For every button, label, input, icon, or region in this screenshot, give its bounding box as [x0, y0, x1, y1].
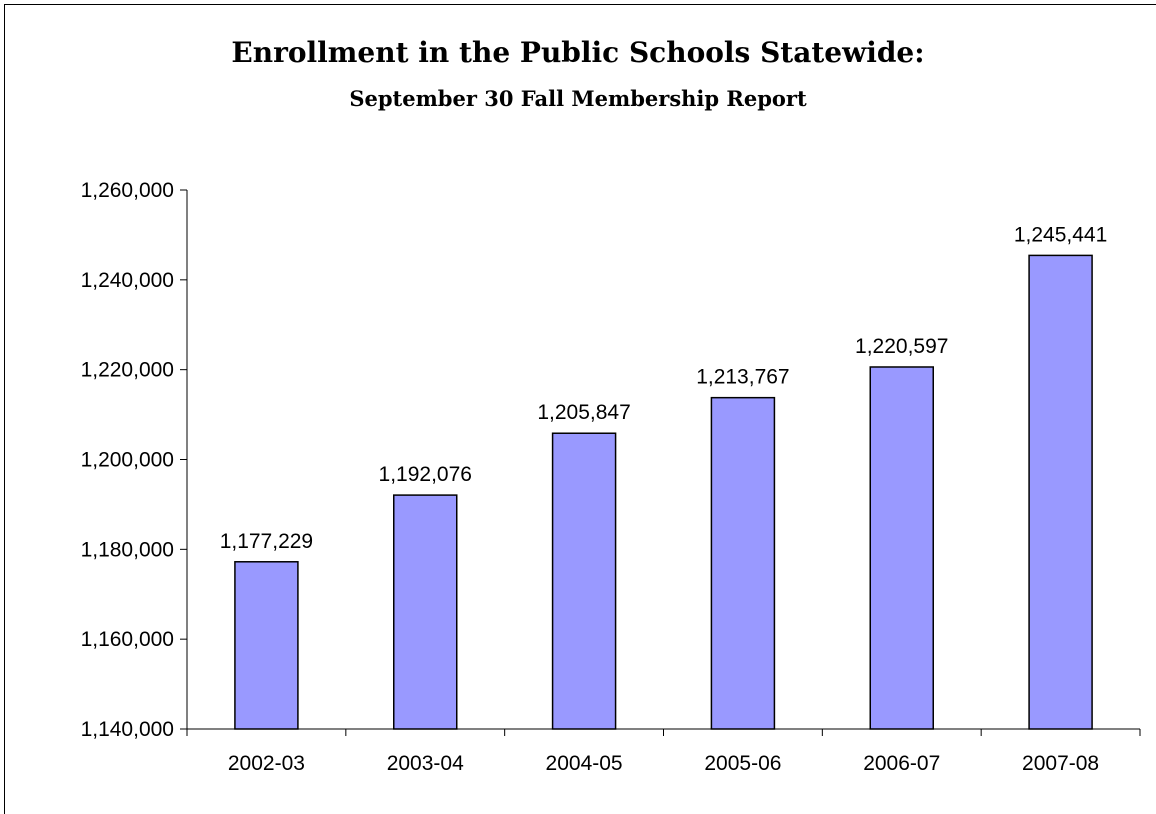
- category-labels: 2002-03 2003-04 2004-05 2005-06 2006-07 2007-…: [228, 752, 1099, 775]
- data-labels: 1,177,229 1,192,076 1,205,847 1,213,767 1,22…: [220, 223, 1108, 552]
- category-label-2004-05: 2004-05: [546, 752, 623, 775]
- category-label-2007-08: 2007-08: [1022, 752, 1099, 775]
- y-axis-ticks: 1,140,000 1,160,000 1,180,000 1,200,000 1,22…: [81, 179, 187, 741]
- y-tick-label: 1,220,000: [81, 359, 174, 382]
- category-label-2002-03: 2002-03: [228, 752, 305, 775]
- bar-2004-05: [551, 432, 617, 730]
- bar-2006-07: [869, 366, 934, 730]
- data-label-2003-04: 1,192,076: [379, 463, 472, 486]
- chart-border: [4, 4, 1156, 814]
- bar-2002-03: [234, 561, 299, 730]
- y-tick-label: 1,180,000: [81, 538, 174, 561]
- y-tick-label: 1,240,000: [81, 269, 174, 292]
- data-label-2004-05: 1,205,847: [537, 401, 630, 424]
- y-tick-label: 1,140,000: [81, 718, 174, 741]
- bar-2007-08: [1028, 254, 1093, 730]
- data-label-2002-03: 1,177,229: [220, 530, 313, 553]
- data-label-2006-07: 1,220,597: [855, 335, 948, 358]
- chart-title: Enrollment in the Public Schools Statewi…: [231, 36, 925, 69]
- category-label-2006-07: 2006-07: [863, 752, 940, 775]
- bars: [234, 254, 1093, 730]
- category-label-2005-06: 2005-06: [704, 752, 781, 775]
- bar-2003-04: [393, 494, 458, 730]
- data-label-2005-06: 1,213,767: [696, 366, 789, 389]
- bar-2005-06: [710, 396, 776, 730]
- y-tick-label: 1,160,000: [81, 628, 174, 651]
- category-label-2003-04: 2003-04: [387, 752, 464, 775]
- axes: [186, 190, 1141, 736]
- y-tick-label: 1,200,000: [81, 449, 174, 472]
- chart-subtitle: September 30 Fall Membership Report: [349, 86, 807, 111]
- y-tick-label: 1,260,000: [81, 179, 174, 202]
- data-label-2007-08: 1,245,441: [1014, 223, 1107, 246]
